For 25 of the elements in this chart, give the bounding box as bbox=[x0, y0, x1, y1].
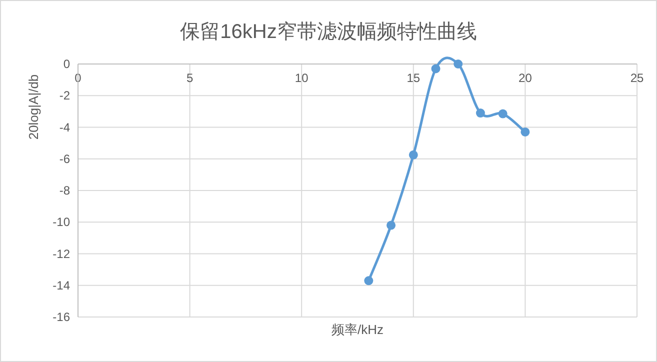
y-tick-label: -2 bbox=[59, 88, 70, 103]
y-tick-label: -10 bbox=[52, 215, 70, 230]
y-tick-label: -6 bbox=[59, 152, 70, 166]
point bbox=[431, 64, 440, 74]
point bbox=[476, 108, 485, 118]
x-tick-label: 10 bbox=[294, 71, 309, 85]
point bbox=[498, 109, 508, 118]
point bbox=[386, 220, 396, 230]
x-tick-label: 15 bbox=[406, 71, 420, 85]
y-axis-title: 20log|A|/db bbox=[26, 74, 41, 140]
x-tick-label: 20 bbox=[518, 71, 532, 85]
y-tick-label: -14 bbox=[52, 278, 70, 292]
x-tick-label: 25 bbox=[630, 71, 644, 85]
x-axis-title: 频率/kHz bbox=[332, 322, 384, 337]
point bbox=[364, 276, 374, 286]
point bbox=[520, 127, 530, 136]
y-tick-label: 0 bbox=[63, 57, 70, 71]
y-tick-label: -16 bbox=[52, 310, 70, 324]
y-tick-label: -8 bbox=[59, 184, 70, 198]
y-tick-label: -12 bbox=[52, 246, 70, 261]
y-tick-label: -4 bbox=[59, 120, 70, 134]
chart-title: 保留16kHz窄带滤波幅频特性曲线 bbox=[180, 21, 477, 43]
point bbox=[454, 60, 463, 68]
point bbox=[408, 150, 418, 160]
x-tick-label: 5 bbox=[186, 71, 194, 85]
